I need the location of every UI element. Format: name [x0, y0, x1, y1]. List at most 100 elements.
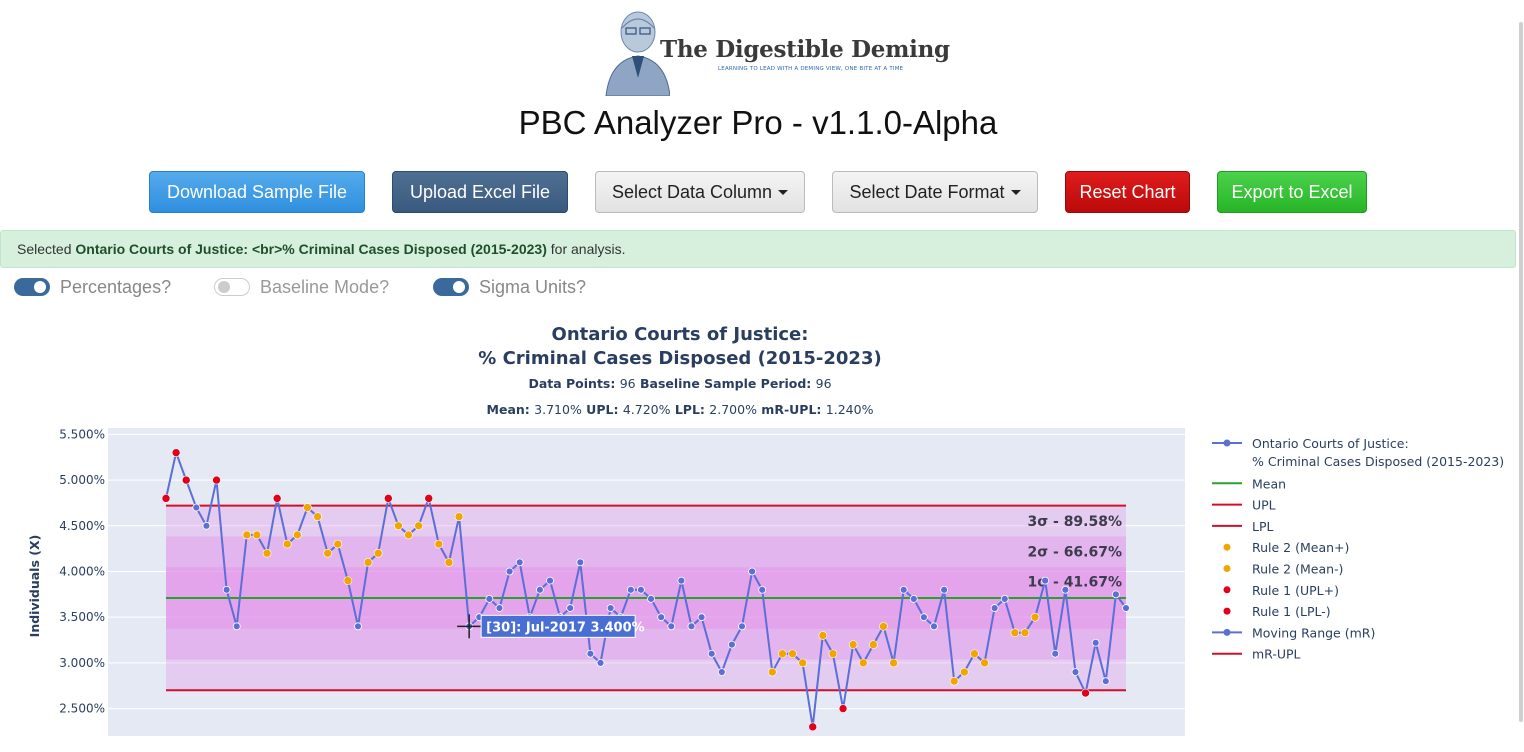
plot-background [108, 428, 1185, 736]
rule-flag-point [1030, 612, 1040, 622]
rule-flag-point [404, 530, 413, 540]
percentages-switch[interactable] [14, 278, 50, 296]
chart-title-line: Ontario Courts of Justice: [552, 324, 809, 345]
rule-flag-point [949, 676, 959, 686]
stat-label: mR-UPL: [757, 402, 826, 417]
portrait-logo-icon [605, 11, 670, 96]
rule-flag-point [980, 658, 989, 668]
data-point [1091, 638, 1100, 647]
baseline-mode-switch[interactable] [214, 278, 250, 296]
data-point [647, 595, 655, 603]
y-axis-title: Individuals (X) [27, 535, 42, 638]
legend-item-label: % Criminal Cases Disposed (2015-2023) [1252, 454, 1504, 469]
data-point [667, 622, 676, 631]
upload-excel-button[interactable]: Upload Excel File [392, 171, 568, 213]
rule-flag-point [272, 494, 282, 503]
logo-tagline: LEARNING TO LEAD WITH A DEMING VIEW, ONE… [718, 66, 904, 72]
data-point [990, 604, 999, 612]
data-point [1101, 677, 1110, 686]
stat-value: 1.240% [826, 402, 874, 417]
rule-flag-point [303, 503, 312, 512]
rule-flag-point [282, 539, 292, 549]
rule-flag-point [373, 548, 383, 558]
rule-flag-point [960, 667, 969, 677]
alert-suffix: for analysis. [546, 241, 626, 257]
data-point [505, 567, 514, 576]
switch-knob [453, 281, 465, 293]
data-point [697, 613, 706, 622]
page-scrollbar[interactable] [1518, 0, 1524, 752]
data-point [566, 604, 575, 612]
sigma-band-label: 1σ - 41.67% [1027, 575, 1122, 591]
legend-swatch-marker [1223, 628, 1231, 636]
rule-flag-point [414, 521, 423, 531]
data-point [919, 613, 928, 622]
sigma-band-label: 3σ - 89.58% [1027, 514, 1122, 530]
sigma-units-label: Sigma Units? [479, 276, 587, 297]
stat-value: 96 [816, 376, 832, 391]
data-point [1122, 604, 1130, 612]
alert-prefix: Selected [17, 241, 76, 257]
data-point [717, 668, 726, 676]
rule-flag-point [798, 658, 807, 668]
logo: The Digestible Deming LEARNING TO LEAD W… [598, 4, 950, 100]
chart-title-line: % Criminal Cases Disposed (2015-2023) [478, 348, 881, 369]
legend-swatch-marker [1223, 607, 1231, 615]
data-point [535, 585, 544, 594]
sigma-units-toggle[interactable]: Sigma Units? [433, 276, 586, 298]
rule-flag-point [1081, 688, 1090, 698]
rule-flag-point [323, 548, 332, 558]
select-data-column-dropdown[interactable]: Select Data Column [595, 171, 805, 213]
legend-item-label: UPL [1252, 498, 1276, 513]
legend-item-label: Rule 1 (UPL+) [1252, 583, 1339, 598]
rule-flag-point [363, 558, 373, 567]
data-point [495, 604, 504, 612]
stat-value: 2.700% [709, 402, 757, 417]
legend-swatch-marker [1223, 439, 1231, 447]
data-point [707, 649, 716, 658]
control-chart: Ontario Courts of Justice: % Criminal Cas… [27, 324, 1504, 736]
scrollbar-thumb[interactable] [1519, 22, 1523, 722]
hover-tooltip-text: [30]: Jul-2017 3.400% [486, 620, 645, 635]
upload-excel-label: Upload Excel File [409, 181, 551, 202]
rule-flag-point [262, 548, 272, 558]
rule-flag-point [869, 640, 878, 649]
data-point [596, 658, 605, 667]
stat-value: 3.710% [534, 402, 582, 417]
reset-chart-button[interactable]: Reset Chart [1065, 171, 1190, 213]
export-excel-button[interactable]: Export to Excel [1217, 171, 1367, 213]
download-sample-button[interactable]: Download Sample File [149, 171, 365, 213]
chart-stats-line: Mean: 3.710% UPL: 4.720% LPL: 2.700% mR-… [487, 402, 874, 417]
data-point [354, 622, 362, 631]
select-data-column-label: Select Data Column [611, 181, 773, 202]
switch-knob [34, 281, 46, 293]
logo-brand-text: The Digestible Deming [660, 36, 950, 63]
data-point [232, 622, 241, 631]
baseline-mode-label: Baseline Mode? [260, 276, 390, 297]
data-point [586, 649, 595, 658]
legend-swatch-marker [1223, 565, 1231, 572]
select-date-format-dropdown[interactable]: Select Date Format [832, 171, 1038, 213]
legend-item-label: Rule 2 (Mean-) [1252, 562, 1343, 577]
rule-flag-point [313, 512, 322, 521]
stat-value: 4.720% [623, 402, 671, 417]
data-point [899, 585, 908, 594]
rule-flag-point [161, 494, 171, 503]
sigma-units-switch[interactable] [433, 278, 469, 296]
data-point [677, 576, 686, 585]
percentages-toggle[interactable]: Percentages? [14, 276, 171, 298]
rule-flag-point [768, 667, 777, 677]
rule-flag-point [828, 649, 838, 659]
switch-knob [218, 281, 230, 293]
reset-chart-label: Reset Chart [1079, 181, 1176, 202]
legend-swatch-marker [1223, 543, 1231, 551]
stat-label: Baseline Sample Period: [636, 376, 816, 391]
baseline-mode-toggle[interactable]: Baseline Mode? [214, 276, 389, 298]
rule-flag-point [879, 622, 888, 631]
rule-flag-point [394, 521, 403, 531]
stat-label: LPL: [670, 402, 709, 417]
data-point [515, 558, 524, 567]
rule-flag-point [333, 539, 343, 549]
rule-flag-point [1020, 628, 1030, 638]
data-point [758, 585, 767, 594]
